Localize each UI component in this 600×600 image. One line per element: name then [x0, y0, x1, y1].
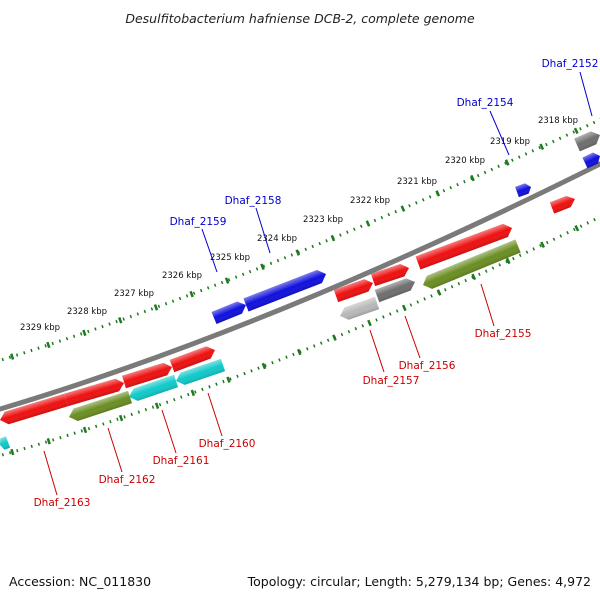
outer-major-tick: [224, 277, 230, 284]
inner-major-tick: [505, 257, 511, 265]
outer-major-tick: [435, 190, 441, 197]
inner-major-tick: [154, 402, 160, 409]
gene-label-dhaf-2154[interactable]: Dhaf_2154: [457, 97, 514, 109]
gene-arrow[interactable]: [211, 299, 249, 325]
outer-major-tick: [118, 317, 123, 324]
scale-label: 2328 kbp: [67, 307, 107, 317]
outer-major-tick: [539, 143, 545, 151]
gene-features: [0, 129, 600, 450]
outer-major-tick: [365, 220, 371, 227]
gene-arrow[interactable]: [0, 393, 68, 426]
gene-arrow[interactable]: [515, 182, 533, 198]
gene-arrow[interactable]: [374, 276, 417, 303]
gene-arrow[interactable]: [0, 436, 11, 450]
inner-major-tick: [436, 289, 442, 296]
gene-label-dhaf-2163[interactable]: Dhaf_2163: [34, 497, 91, 509]
scale-label: 2322 kbp: [350, 196, 390, 206]
gene-arrow[interactable]: [338, 296, 380, 322]
outer-major-tick: [330, 234, 336, 242]
scale-label: 2324 kbp: [257, 234, 297, 244]
gene-arrow[interactable]: [420, 239, 521, 292]
gene-arrow[interactable]: [415, 221, 515, 270]
outer-major-tick: [189, 290, 194, 298]
inner-major-tick: [118, 414, 124, 422]
gene-arrow[interactable]: [67, 390, 133, 423]
gene-label-dhaf-2161[interactable]: Dhaf_2161: [153, 455, 210, 467]
gene-arrow[interactable]: [127, 374, 179, 403]
gene-callout-line: [404, 315, 421, 359]
gene-callout-line: [480, 283, 495, 327]
inner-major-tick: [574, 225, 580, 232]
gene-label-dhaf-2160[interactable]: Dhaf_2160: [199, 438, 256, 450]
gene-arrow[interactable]: [582, 151, 600, 169]
scale-label: 2325 kbp: [210, 253, 250, 263]
gene-arrow[interactable]: [243, 267, 328, 312]
gene-arrow[interactable]: [333, 277, 375, 303]
scale-label: 2327 kbp: [114, 289, 154, 299]
gene-callout-line: [107, 427, 123, 473]
gene-label-dhaf-2162[interactable]: Dhaf_2162: [99, 474, 156, 486]
gene-arrow[interactable]: [64, 377, 126, 407]
gene-callout-line: [369, 329, 385, 373]
scale-ticks: [0, 118, 600, 458]
gene-label-dhaf-2158[interactable]: Dhaf_2158: [225, 195, 282, 207]
inner-major-tick: [401, 304, 407, 312]
inner-major-tick: [46, 438, 51, 445]
gene-arrow[interactable]: [169, 344, 218, 373]
inner-major-tick: [190, 389, 196, 397]
scale-label: 2329 kbp: [20, 323, 60, 333]
gene-callout-line: [255, 207, 271, 254]
outer-major-tick: [82, 329, 87, 337]
gene-label-dhaf-2159[interactable]: Dhaf_2159: [170, 216, 227, 228]
outer-major-tick: [260, 263, 265, 270]
outer-major-tick: [295, 249, 301, 256]
gene-callout-line: [161, 409, 177, 454]
inner-major-tick: [261, 362, 267, 370]
inner-major-tick: [82, 426, 88, 434]
inner-major-tick: [540, 241, 546, 248]
inner-major-tick: [367, 319, 372, 327]
gene-label-dhaf-2157[interactable]: Dhaf_2157: [363, 375, 420, 387]
outer-tick-track: [0, 118, 600, 363]
gene-label-dhaf-2156[interactable]: Dhaf_2156: [399, 360, 456, 372]
gene-arrow[interactable]: [574, 129, 600, 152]
scale-label: 2318 kbp: [538, 116, 578, 126]
inner-tick-track: [0, 215, 600, 458]
accession-text: Accession: NC_011830: [9, 574, 151, 589]
gene-labels: Dhaf_2152 Dhaf_2154 Dhaf_2158 Dhaf_2159 Dhaf…: [34, 58, 599, 509]
scale-label: 2319 kbp: [490, 137, 530, 147]
inner-major-tick: [471, 273, 477, 281]
outer-major-tick: [470, 174, 475, 182]
outer-major-tick: [400, 205, 406, 212]
gene-label-dhaf-2152[interactable]: Dhaf_2152: [542, 58, 599, 70]
scale-labels: 2318 kbp 2319 kbp 2320 kbp 2321 kbp 2322 kbp…: [20, 116, 578, 333]
genome-summary-text: Topology: circular; Length: 5,279,134 bp…: [247, 574, 591, 589]
gene-callout-line: [201, 228, 218, 273]
scale-label: 2321 kbp: [397, 177, 437, 187]
inner-major-tick: [332, 334, 337, 341]
gene-label-dhaf-2155[interactable]: Dhaf_2155: [475, 328, 532, 340]
map-title: Desulfitobacterium hafniense DCB-2, comp…: [125, 11, 475, 26]
gene-arrow[interactable]: [549, 193, 577, 214]
gene-arrow[interactable]: [174, 358, 226, 387]
scale-label: 2323 kbp: [303, 215, 343, 225]
outer-major-tick: [504, 159, 510, 166]
gene-callout-line: [489, 110, 510, 156]
gene-arrow[interactable]: [370, 262, 411, 287]
outer-major-tick: [573, 127, 579, 135]
genome-backbone: [0, 161, 600, 412]
inner-major-tick: [226, 376, 231, 383]
outer-major-tick: [46, 341, 51, 349]
inner-major-tick: [10, 448, 15, 456]
inner-major-tick: [296, 348, 302, 356]
gene-callout-line: [207, 392, 223, 437]
gene-callout-line: [43, 450, 58, 496]
scale-label: 2326 kbp: [162, 271, 202, 281]
outer-major-tick: [153, 304, 159, 311]
scale-label: 2320 kbp: [445, 156, 485, 166]
gene-arrow[interactable]: [122, 361, 174, 389]
outer-major-tick: [10, 353, 15, 360]
gene-callout-line: [579, 71, 593, 117]
